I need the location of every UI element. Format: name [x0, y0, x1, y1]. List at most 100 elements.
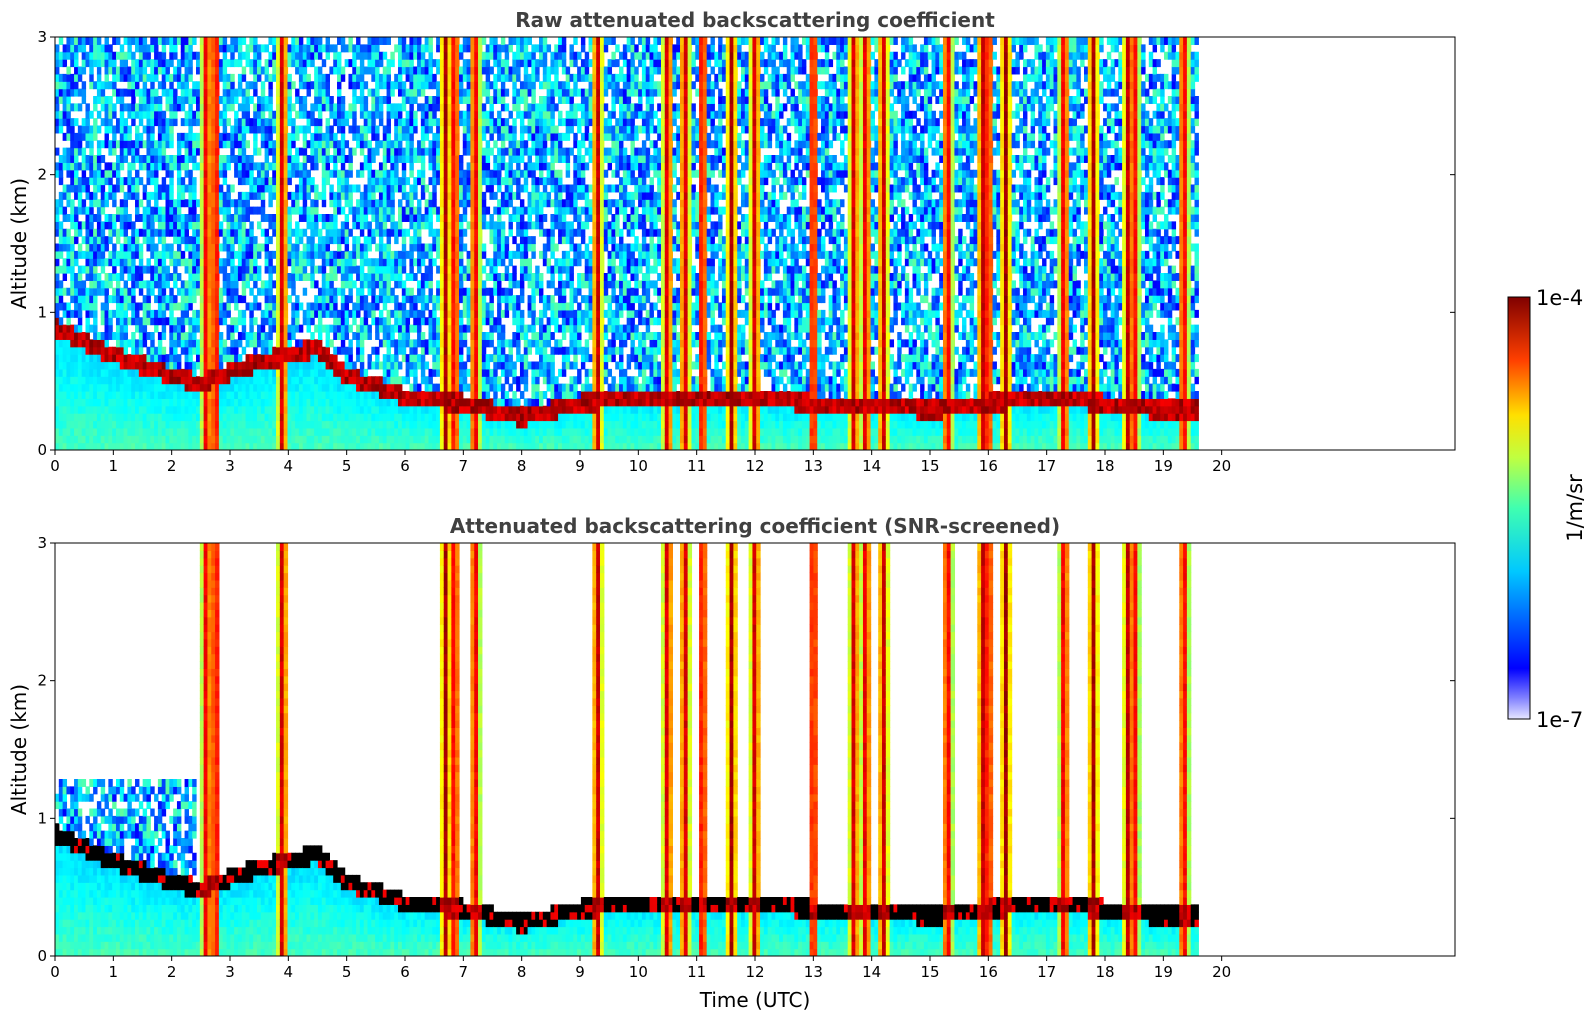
raw-heatmap-cell: [196, 199, 201, 208]
raw-heatmap-cell: [260, 332, 266, 340]
raw-heatmap-cell: [314, 302, 319, 311]
raw-heatmap-cell: [157, 96, 163, 104]
raw-heatmap-cell: [138, 37, 144, 45]
raw-heatmap-cell: [142, 236, 148, 245]
raw-heatmap-cell: [165, 37, 170, 45]
raw-heatmap-cell: [127, 162, 132, 171]
raw-heatmap-cell: [458, 413, 464, 422]
raw-heatmap-cell: [447, 368, 452, 377]
raw-heatmap-cell: [306, 177, 311, 186]
raw-heatmap-cell: [58, 413, 64, 422]
raw-heatmap-cell: [169, 103, 174, 112]
raw-heatmap-cell: [211, 37, 216, 45]
raw-heatmap-cell: [165, 228, 170, 237]
raw-heatmap-cell: [420, 361, 426, 370]
raw-heatmap-cell: [256, 413, 262, 422]
raw-heatmap-cell: [359, 339, 365, 348]
raw-heatmap-cell: [314, 125, 319, 134]
raw-heatmap-cell: [329, 287, 334, 296]
raw-heatmap-cell: [436, 346, 441, 355]
raw-heatmap-cell: [386, 125, 391, 134]
raw-heatmap-cell: [115, 125, 121, 134]
raw-heatmap-cell: [203, 332, 209, 340]
raw-heatmap-cell: [142, 361, 148, 370]
raw-heatmap-cell: [443, 199, 449, 208]
raw-heatmap-cell: [260, 339, 266, 348]
raw-heatmap-cell: [241, 324, 247, 333]
raw-heatmap-cell: [119, 88, 125, 97]
raw-heatmap-cell: [424, 413, 430, 422]
raw-heatmap-cell: [184, 317, 189, 326]
raw-heatmap-cell: [237, 354, 243, 363]
raw-heatmap-cell: [211, 169, 216, 178]
raw-heatmap-cell: [298, 147, 304, 156]
raw-heatmap-cell: [443, 420, 449, 429]
raw-heatmap-cell: [428, 73, 433, 82]
raw-heatmap-cell: [329, 413, 334, 422]
raw-heatmap-cell: [165, 125, 170, 134]
raw-heatmap-cell: [458, 420, 464, 429]
raw-heatmap-cell: [169, 214, 174, 222]
raw-heatmap-cell: [249, 118, 254, 127]
raw-heatmap-cell: [104, 214, 109, 222]
raw-heatmap-cell: [443, 66, 449, 75]
raw-heatmap-cell: [283, 214, 289, 222]
raw-heatmap-cell: [375, 125, 380, 134]
raw-heatmap-cell: [150, 442, 155, 450]
raw-heatmap-cell: [77, 140, 83, 149]
raw-heatmap-cell: [119, 309, 125, 318]
raw-heatmap-cell: [317, 383, 323, 392]
raw-heatmap-cell: [127, 184, 132, 193]
raw-heatmap-cell: [203, 96, 209, 104]
raw-heatmap-cell: [70, 206, 75, 215]
raw-heatmap-cell: [184, 361, 189, 370]
raw-heatmap-cell: [180, 339, 186, 348]
raw-heatmap-cell: [100, 287, 106, 296]
raw-heatmap-cell: [260, 309, 266, 318]
raw-heatmap-cell: [241, 427, 247, 436]
raw-heatmap-cell: [447, 442, 452, 450]
raw-heatmap-cell: [74, 44, 79, 53]
raw-heatmap-cell: [321, 140, 327, 149]
raw-heatmap-cell: [169, 243, 174, 252]
raw-heatmap-cell: [310, 59, 315, 68]
raw-heatmap-cell: [443, 317, 449, 326]
raw-heatmap-cell: [439, 184, 445, 193]
raw-heatmap-cell: [176, 361, 182, 370]
raw-heatmap-cell: [253, 258, 258, 267]
raw-heatmap-cell: [428, 427, 433, 436]
raw-heatmap-cell: [215, 427, 220, 436]
raw-heatmap-cell: [256, 302, 262, 311]
raw-heatmap-cell: [420, 398, 426, 407]
raw-heatmap-cell: [218, 44, 224, 53]
raw-heatmap-cell: [356, 332, 361, 340]
raw-heatmap-cell: [344, 110, 350, 119]
raw-heatmap-cell: [256, 206, 262, 215]
raw-heatmap-cell: [325, 125, 330, 134]
raw-heatmap-cell: [325, 383, 330, 392]
raw-heatmap-cell: [367, 413, 372, 422]
raw-heatmap-cell: [394, 221, 399, 230]
raw-heatmap-cell: [131, 442, 136, 450]
raw-heatmap-cell: [89, 391, 94, 399]
raw-heatmap-cell: [222, 125, 228, 134]
raw-heatmap-cell: [150, 435, 155, 444]
raw-heatmap-cell: [424, 427, 430, 436]
raw-heatmap-cell: [215, 302, 220, 311]
raw-heatmap-cell: [310, 228, 315, 237]
raw-heatmap-cell: [405, 214, 411, 222]
raw-heatmap-cell: [253, 361, 258, 370]
raw-heatmap-cell: [119, 228, 125, 237]
raw-heatmap-cell: [226, 405, 231, 414]
raw-heatmap-cell: [135, 354, 140, 363]
raw-heatmap-cell: [237, 221, 243, 230]
raw-heatmap-cell: [131, 332, 136, 340]
raw-heatmap-cell: [108, 44, 113, 53]
raw-heatmap-cell: [226, 324, 231, 333]
raw-heatmap-cell: [70, 280, 75, 289]
raw-heatmap-cell: [436, 295, 441, 304]
raw-heatmap-cell: [325, 332, 330, 340]
raw-heatmap-cell: [375, 420, 380, 429]
raw-heatmap-cell: [96, 427, 102, 436]
raw-heatmap-cell: [356, 199, 361, 208]
